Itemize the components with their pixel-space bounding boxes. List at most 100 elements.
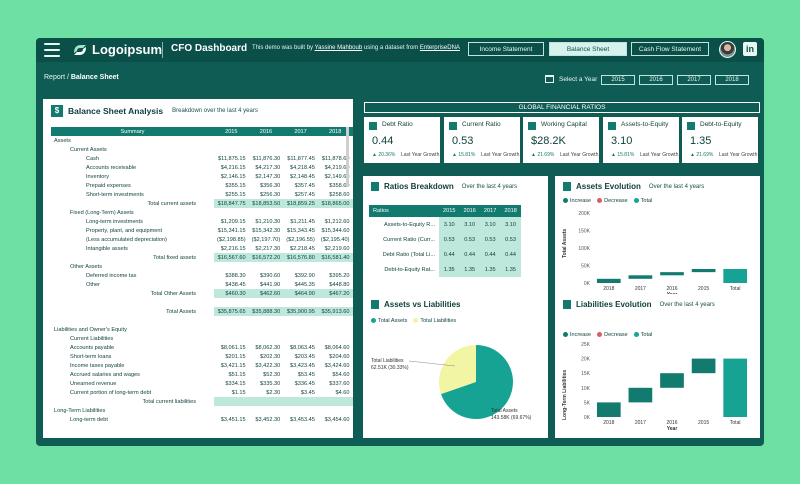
pie-slice-liabilities[interactable] [439, 345, 476, 395]
waterfall-bar[interactable] [691, 358, 716, 374]
table-row[interactable]: Debt-to-Equity Rat... 1.35 1.35 1.35 1.35 [369, 262, 521, 277]
liabilities-evolution-panel: Liabilities Evolution Over the last 4 ye… [555, 294, 760, 438]
column-header[interactable]: Ratios [369, 205, 439, 217]
year-button-2015[interactable]: 2015 [601, 75, 635, 85]
linkedin-icon[interactable]: in [743, 42, 757, 56]
table-row[interactable]: Long-term debt $3,451.15 $3,452.30 $3,453.4… [51, 415, 353, 424]
table-row[interactable]: Assets [51, 136, 353, 145]
table-row[interactable]: Fixed (Long-Term) Assets [51, 208, 353, 217]
table-row[interactable]: Cash $11,875.15 $11,876.30 $11,877.45 $11,87… [51, 154, 353, 163]
legend-item[interactable]: Increase [563, 332, 591, 338]
cell-value: $464.90 [283, 289, 318, 298]
table-row[interactable]: Other $438.45 $441.90 $445.35 $448.80 [51, 280, 353, 289]
table-row[interactable]: Unearned revenue $334.15 $335.30 $336.45 $33… [51, 379, 353, 388]
kpi-card[interactable]: Current Ratio 0.53 ▲ 15.81% Last Year Growt… [444, 117, 520, 163]
table-row[interactable]: Total Other Assets $460.30 $462.60 $464.90 $… [51, 289, 353, 298]
table-row[interactable]: Income taxes payable $3,421.15 $3,422.30 $3… [51, 361, 353, 370]
cell-value: $35,888.30 [248, 307, 284, 316]
tab-income-statement[interactable]: Income Statement [468, 42, 544, 56]
waterfall-bar[interactable] [723, 358, 748, 417]
table-row[interactable]: Accrued salaries and wages $51.15 $52.30 $5… [51, 370, 353, 379]
table-row[interactable]: Other Assets [51, 262, 353, 271]
waterfall-bar[interactable] [596, 278, 621, 283]
column-header[interactable]: 2016 [459, 205, 480, 217]
table-row[interactable]: Total current assets $18,847.75 $18,853.50… [51, 199, 353, 208]
table-row[interactable]: Debt Ratio (Total Li... 0.44 0.44 0.44 0.44 [369, 247, 521, 262]
table-row[interactable]: Current Ratio (Curr... 0.53 0.53 0.53 0.53 [369, 232, 521, 247]
le-title: Liabilities Evolution [576, 300, 652, 309]
table-row[interactable] [51, 316, 353, 325]
table-row[interactable]: Accounts payable $8,061.15 $8,062.30 $8,063… [51, 343, 353, 352]
waterfall-bar[interactable] [691, 269, 716, 273]
cell-value: $3,421.15 [220, 362, 246, 369]
table-row[interactable]: Current portion of long-term debt $1.15 $2… [51, 388, 353, 397]
table-row[interactable]: Total current liabilities [51, 397, 353, 406]
table-row[interactable]: Current Assets [51, 145, 353, 154]
source-link[interactable]: EnterpriseDNA [419, 45, 460, 51]
column-header[interactable]: 2015 [214, 127, 249, 136]
table-row[interactable]: Prepaid expenses $355.15 $356.30 $357.45 $35… [51, 181, 353, 190]
cell-value: $51.15 [228, 371, 246, 378]
table-row[interactable]: Property, plant, and equipment $15,341.15… [51, 226, 353, 235]
table-row[interactable]: Inventory $2,146.15 $2,147.30 $2,148.45 $2,1… [51, 172, 353, 181]
avatar[interactable] [719, 41, 736, 58]
waterfall-bar[interactable] [660, 272, 684, 276]
tab-cash-flow-statement[interactable]: Cash Flow Statement [631, 42, 709, 56]
year-button-2018[interactable]: 2018 [715, 75, 749, 85]
legend-item[interactable]: Total Assets [371, 318, 407, 324]
table-row[interactable]: Accounts receivable $4,216.15 $4,217.30 $4,… [51, 163, 353, 172]
kpi-card[interactable]: Assets-to-Equity 3.10 ▲ 15.81% Last Year Gr… [603, 117, 679, 163]
kpi-card[interactable]: Debt Ratio 0.44 ▲ 20.36% Last Year Growth [364, 117, 440, 163]
author-link[interactable]: Yassine Mahboub [314, 45, 363, 51]
pie-slice-assets[interactable] [441, 345, 513, 419]
table-row[interactable]: (Less accumulated depreciation) ($2,198.8… [51, 235, 353, 244]
year-button-2017[interactable]: 2017 [677, 75, 711, 85]
table-row[interactable]: Current Liabilities [51, 334, 353, 343]
legend-item[interactable]: Decrease [597, 198, 628, 204]
column-header[interactable]: 2018 [317, 127, 353, 136]
column-header[interactable]: 2018 [500, 205, 521, 217]
column-header[interactable]: 2016 [248, 127, 284, 136]
table-row[interactable]: Assets-to-Equity R... 3.10 3.10 3.10 3.10 [369, 217, 521, 232]
table-row[interactable]: Deferred income tax $388.30 $390.60 $392.90… [51, 271, 353, 280]
breadcrumb-parent[interactable]: Report [44, 74, 66, 81]
row-label: Assets [54, 137, 71, 144]
table-row[interactable]: Liabilities and Owner's Equity [51, 325, 353, 334]
table-row[interactable]: Total Assets $35,875.65 $35,888.30 $35,900.… [51, 307, 353, 316]
legend-item[interactable]: Increase [563, 198, 591, 204]
waterfall-bar[interactable] [628, 275, 653, 279]
waterfall-bar[interactable] [660, 373, 684, 388]
year-button-2016[interactable]: 2016 [639, 75, 673, 85]
table-row[interactable]: Short-term investments $255.15 $256.30 $257… [51, 190, 353, 199]
table-row[interactable]: Long-Term Liabilities [51, 406, 353, 415]
kpi-card[interactable]: Working Capital $28.2K ▲ 21.69% Last Year G… [523, 117, 599, 163]
kpi-name: Assets-to-Equity [621, 121, 669, 128]
kpi-card[interactable]: Debt-to-Equity 1.35 ▲ 21.69% Last Year Grow… [682, 117, 758, 163]
cell-value [249, 406, 284, 415]
assets-vs-liabilities-panel: Assets vs Liabilities Total Assets Total… [363, 294, 548, 438]
column-header[interactable]: 2015 [439, 205, 460, 217]
cell-value: $355.15 [225, 182, 246, 189]
column-header[interactable]: 2017 [479, 205, 501, 217]
menu-icon[interactable] [44, 43, 60, 57]
legend-label: Total Assets [378, 318, 408, 324]
table-row[interactable]: Total fixed assets $16,567.60 $16,572.20 $1… [51, 253, 353, 262]
waterfall-bar[interactable] [596, 402, 621, 417]
table-row[interactable]: Short-term loans $201.15 $202.30 $203.45 $20… [51, 352, 353, 361]
column-header[interactable]: Summary [51, 127, 214, 136]
chart-icon [563, 182, 571, 191]
legend-item[interactable]: Total [633, 332, 652, 338]
waterfall-bar[interactable] [628, 387, 653, 403]
column-header[interactable]: 2017 [283, 127, 318, 136]
table-scrollbar[interactable] [346, 127, 349, 187]
legend-item[interactable]: Total Liabilities [413, 318, 456, 324]
tab-balance-sheet[interactable]: Balance Sheet [549, 42, 627, 56]
waterfall-bar[interactable] [723, 269, 748, 283]
legend-item[interactable]: Decrease [597, 332, 628, 338]
table-row[interactable]: Long-term investments $1,209.15 $1,210.30 $… [51, 217, 353, 226]
table-row[interactable]: Intangible assets $2,216.15 $2,217.30 $2,21… [51, 244, 353, 253]
row-label: Total Assets [166, 308, 196, 315]
table-row[interactable] [51, 298, 353, 307]
legend-item[interactable]: Total [633, 198, 652, 204]
dashboard-frame: Logoipsum CFO Dashboard This demo was bu… [36, 38, 764, 446]
